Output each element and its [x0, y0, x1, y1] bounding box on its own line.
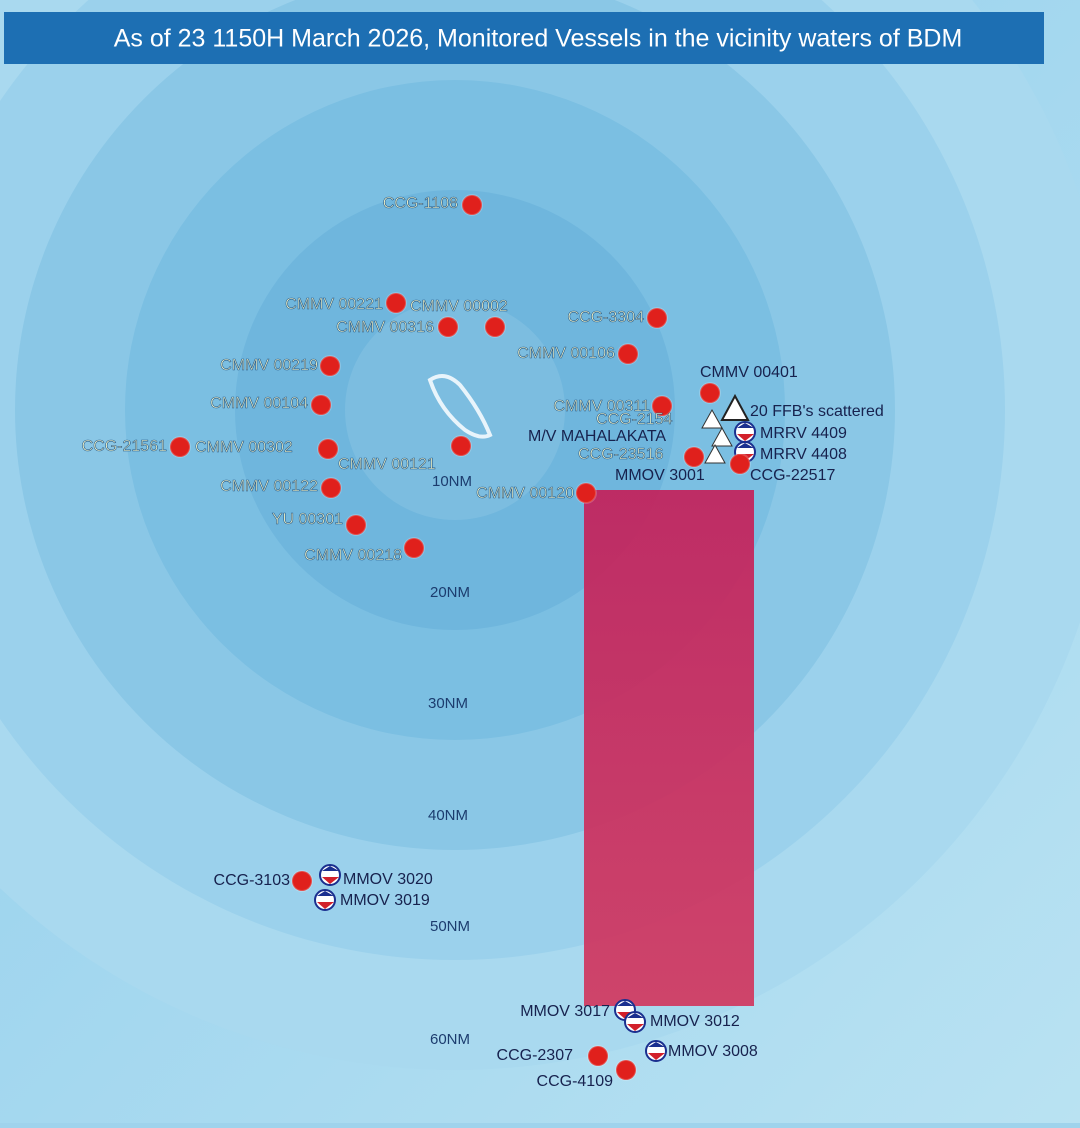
vessel-label: CCG-3103 — [214, 872, 291, 889]
vessel-marker — [701, 408, 723, 429]
vessel-label: CMMV 00316 — [336, 319, 434, 336]
vessel-label: M/V MAHALAKATA — [528, 428, 666, 445]
vessel-marker — [615, 1059, 637, 1081]
vessel-label: MMOV 3012 — [650, 1013, 740, 1030]
vessel-label: CMMV 00311 — [553, 398, 650, 415]
vessel-label: CCG-2307 — [497, 1047, 574, 1064]
vessel-marker — [319, 355, 341, 377]
vessel-label: CCG-21561 — [82, 438, 167, 455]
vessel-label: CCG-4109 — [537, 1073, 614, 1090]
vessel-label: CCG-2154 — [596, 411, 673, 428]
ffb-label: 20 FFB's scattered — [750, 403, 884, 420]
vessel-label: MMOV 3001 — [615, 467, 705, 484]
vessel-label: CMMV 00104 — [210, 395, 308, 412]
vessel-label: MMOV 3019 — [340, 892, 430, 909]
vessel-label: CMMV 00106 — [517, 345, 615, 362]
vessel-label: CMMV 00002 — [410, 298, 508, 315]
markers: 10NM 20NM 30NM 40NM 50NM 60NM CCG-1108 CMMV 002… — [81, 194, 884, 1090]
range-label: 10NM — [432, 473, 472, 490]
vessel-label: MMOV 3008 — [668, 1043, 758, 1060]
flag-blue — [737, 423, 754, 428]
vessel-marker — [385, 292, 407, 314]
vessel-marker — [169, 436, 191, 458]
vessel-label: CMMV 00219 — [220, 357, 318, 374]
vessel-label: CCG-22517 — [750, 467, 835, 484]
vessel-marker — [317, 438, 339, 460]
flag-blue — [627, 1013, 644, 1018]
vessel-marker — [651, 395, 673, 417]
vessel-marker — [345, 514, 367, 536]
restricted-zone — [584, 490, 754, 1006]
shoal — [427, 374, 493, 439]
vessel-marker — [461, 194, 483, 216]
flag-blue — [648, 1042, 665, 1047]
vessel-label: CCG-1108 — [383, 195, 458, 212]
vessel-label: CMMV 00120 — [476, 485, 574, 502]
vessel-label: CCG-23516 — [578, 446, 663, 463]
flag-blue — [317, 891, 334, 896]
vessel-label: MMOV 3020 — [343, 871, 433, 888]
flag-red — [322, 877, 339, 884]
flag-red — [737, 434, 754, 441]
flag-blue — [617, 1001, 634, 1006]
vessel-marker — [310, 394, 332, 416]
vessel-marker — [729, 453, 751, 475]
flag-red — [648, 1053, 665, 1060]
flag-blue — [322, 866, 339, 871]
vessel-label: CMMV 00218 — [304, 547, 402, 564]
vessel-marker — [704, 443, 726, 464]
flag-blue — [737, 443, 754, 448]
vessel-label: MRRV 4408 — [760, 446, 847, 463]
vessel-label: CCG-3304 — [568, 309, 645, 326]
vessel-marker — [403, 537, 425, 559]
range-label: 60NM — [430, 1031, 470, 1048]
vessel-marker — [291, 870, 313, 892]
vessel-marker — [575, 482, 597, 504]
flag-red — [317, 902, 334, 909]
title-bar — [4, 12, 1044, 64]
vessel-marker — [484, 316, 506, 338]
vessel-marker — [646, 307, 668, 329]
vessel-marker — [587, 1045, 609, 1067]
vessel-label: CMMV 00401 — [700, 364, 798, 381]
vessel-marker — [683, 446, 705, 468]
vessel-label: CMMV 00302 — [195, 439, 293, 456]
range-label: 20NM — [430, 584, 470, 601]
vessel-label: CMMV 00121 — [338, 456, 436, 473]
title: As of 23 1150H March 2026, Monitored Ves… — [114, 25, 963, 53]
range-label: 30NM — [428, 695, 468, 712]
range-label: 50NM — [430, 918, 470, 935]
vessel-marker — [437, 316, 459, 338]
vessel-label: MRRV 4409 — [760, 425, 847, 442]
vessel-label: CMMV 00122 — [220, 478, 318, 495]
vessel-label: YU 00301 — [272, 511, 343, 528]
vessel-marker — [617, 343, 639, 365]
flag-red — [627, 1024, 644, 1031]
vessel-marker — [320, 477, 342, 499]
vessel-label: MMOV 3017 — [520, 1003, 610, 1020]
vessel-marker — [699, 382, 721, 404]
vessel-marker — [450, 435, 472, 457]
ffb-marker — [720, 393, 750, 421]
vessel-label: CMMV 00221 — [285, 296, 383, 313]
vessel-marker — [711, 426, 733, 447]
range-label: 40NM — [428, 807, 468, 824]
